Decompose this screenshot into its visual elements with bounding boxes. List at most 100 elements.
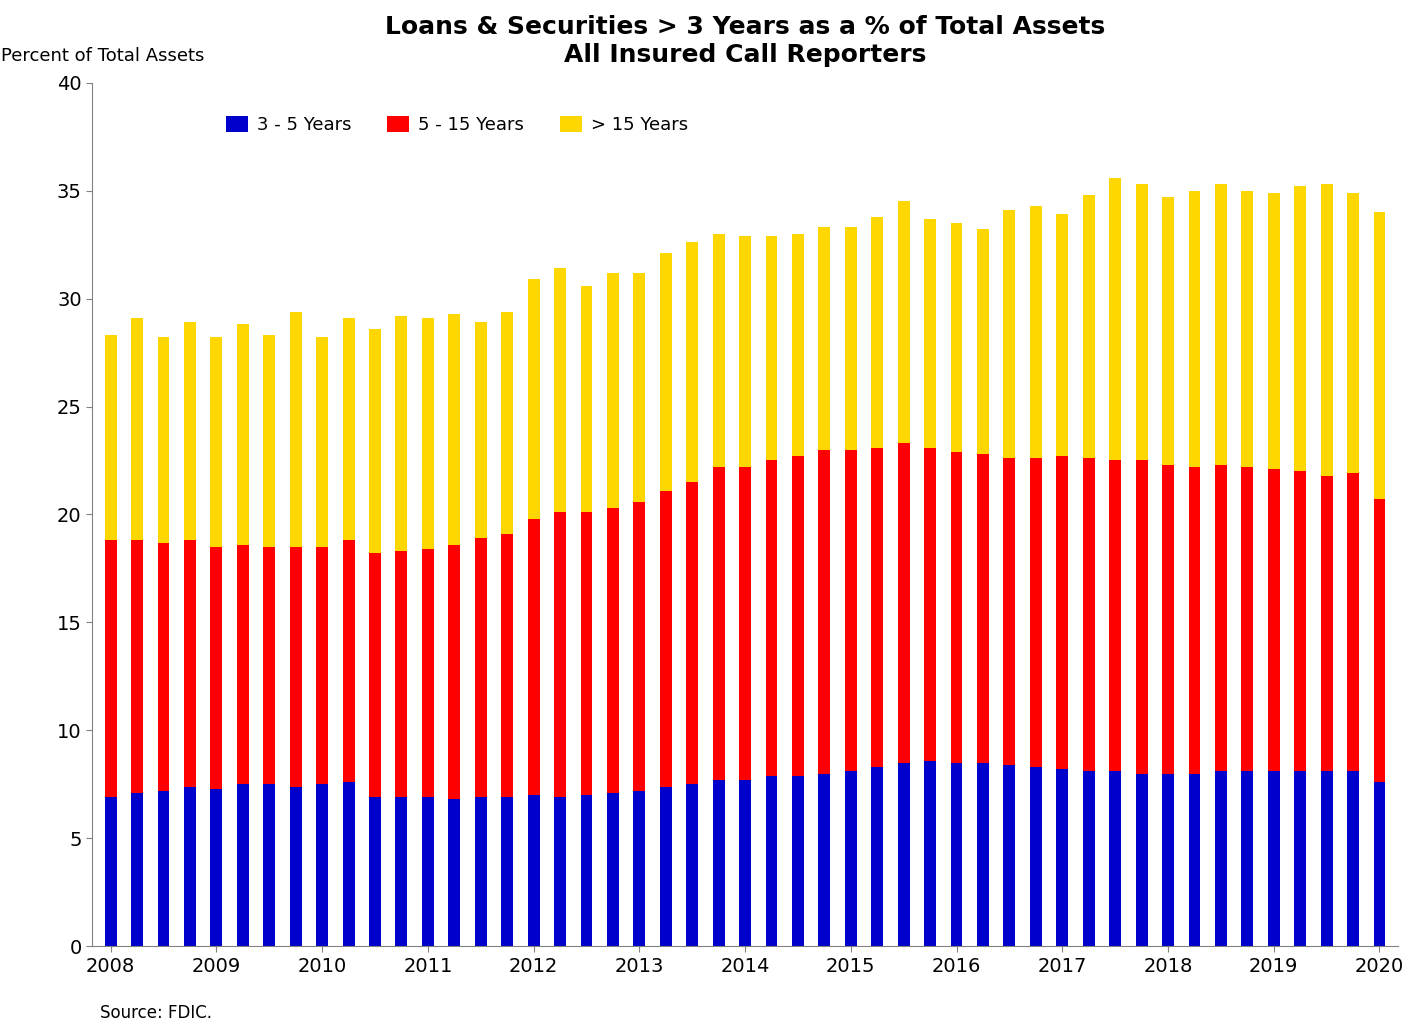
Bar <box>131 541 144 793</box>
Bar <box>950 452 963 763</box>
Bar <box>1268 771 1280 946</box>
Bar <box>924 761 936 946</box>
Bar <box>290 547 301 786</box>
Bar <box>872 448 883 767</box>
Bar <box>1004 458 1015 765</box>
Bar <box>792 776 803 946</box>
Bar <box>343 782 354 946</box>
Bar <box>105 798 117 946</box>
Bar <box>660 786 671 946</box>
Bar <box>1109 771 1121 946</box>
Bar <box>687 784 698 946</box>
Bar <box>370 553 381 798</box>
Bar <box>501 534 513 798</box>
Bar <box>448 314 461 545</box>
Bar <box>977 454 988 763</box>
Bar <box>765 236 778 460</box>
Bar <box>1321 184 1332 476</box>
Bar <box>1030 458 1042 767</box>
Bar <box>660 491 671 786</box>
Bar <box>343 541 354 782</box>
Bar <box>131 793 144 946</box>
Bar <box>1162 197 1175 464</box>
Bar <box>765 460 778 776</box>
Bar <box>422 318 434 549</box>
Bar <box>1136 774 1148 946</box>
Bar <box>1162 464 1175 774</box>
Bar <box>924 219 936 448</box>
Bar <box>1321 771 1332 946</box>
Bar <box>343 318 354 541</box>
Bar <box>580 796 593 946</box>
Bar <box>1241 771 1253 946</box>
Bar <box>1030 205 1042 458</box>
Bar <box>158 543 169 791</box>
Bar <box>183 541 196 786</box>
Bar <box>845 227 856 450</box>
Bar <box>1347 771 1359 946</box>
Bar <box>1004 211 1015 458</box>
Bar <box>607 508 619 793</box>
Bar <box>739 780 751 946</box>
Bar <box>395 551 407 798</box>
Bar <box>1189 191 1200 466</box>
Bar <box>475 539 486 798</box>
Text: Source: FDIC.: Source: FDIC. <box>100 1004 212 1022</box>
Bar <box>237 324 249 545</box>
Legend: 3 - 5 Years, 5 - 15 Years, > 15 Years: 3 - 5 Years, 5 - 15 Years, > 15 Years <box>219 109 695 141</box>
Bar <box>897 443 910 763</box>
Bar <box>210 337 222 547</box>
Bar <box>290 786 301 946</box>
Bar <box>607 793 619 946</box>
Bar <box>1189 774 1200 946</box>
Bar <box>528 519 539 796</box>
Bar <box>316 337 328 547</box>
Bar <box>845 450 856 771</box>
Bar <box>263 547 276 784</box>
Bar <box>580 286 593 512</box>
Bar <box>316 547 328 784</box>
Bar <box>475 322 486 539</box>
Bar <box>660 253 671 491</box>
Bar <box>290 312 301 547</box>
Bar <box>422 549 434 798</box>
Bar <box>897 763 910 946</box>
Bar <box>977 763 988 946</box>
Bar <box>555 512 566 798</box>
Bar <box>1241 466 1253 771</box>
Bar <box>792 234 803 456</box>
Bar <box>1162 774 1175 946</box>
Bar <box>580 512 593 796</box>
Bar <box>1347 193 1359 474</box>
Bar <box>1057 456 1068 769</box>
Bar <box>183 786 196 946</box>
Bar <box>263 335 276 547</box>
Bar <box>1082 195 1095 458</box>
Bar <box>1214 464 1227 771</box>
Bar <box>183 322 196 541</box>
Bar <box>819 450 830 774</box>
Bar <box>237 545 249 784</box>
Bar <box>977 229 988 454</box>
Bar <box>501 312 513 534</box>
Bar <box>475 798 486 946</box>
Bar <box>1347 474 1359 771</box>
Bar <box>370 798 381 946</box>
Bar <box>1082 771 1095 946</box>
Bar <box>1294 186 1307 472</box>
Bar <box>1082 458 1095 771</box>
Bar <box>528 279 539 519</box>
Bar <box>872 217 883 448</box>
Bar <box>555 798 566 946</box>
Bar <box>1109 178 1121 460</box>
Bar <box>395 316 407 551</box>
Bar <box>501 798 513 946</box>
Bar <box>448 545 461 800</box>
Bar <box>370 329 381 553</box>
Bar <box>712 234 725 466</box>
Bar <box>158 337 169 543</box>
Bar <box>1294 472 1307 771</box>
Bar <box>555 268 566 512</box>
Bar <box>1268 470 1280 771</box>
Bar <box>819 774 830 946</box>
